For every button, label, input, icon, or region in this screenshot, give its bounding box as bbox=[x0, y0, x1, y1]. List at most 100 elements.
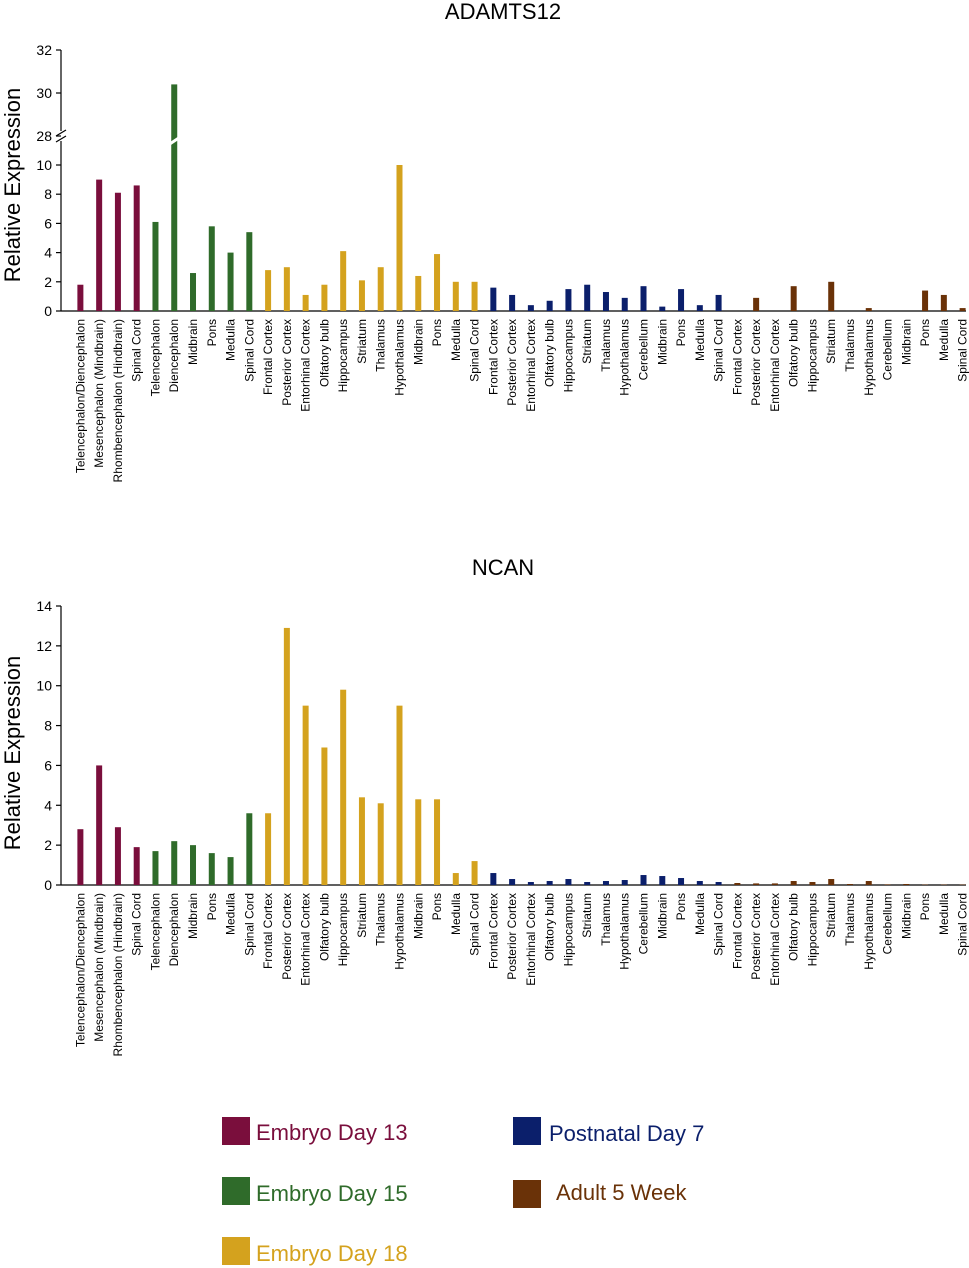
y-tick-label-0: 0 bbox=[44, 877, 52, 893]
bar-cerebellum-30 bbox=[640, 286, 647, 311]
x-tick-label-pons: Pons bbox=[205, 893, 219, 920]
bar-mesencephalon-mindbrain-1 bbox=[96, 179, 103, 311]
x-tick-label-telencephalon-diencephalon: Telencephalon/Diencephalon bbox=[73, 893, 87, 1047]
legend-label-embryo-day-15: Embryo Day 15 bbox=[256, 1181, 408, 1206]
bar-posterior-cortex-23 bbox=[509, 294, 516, 311]
bar-cerebellum-43 bbox=[884, 884, 891, 885]
bar-thalamus-28 bbox=[602, 292, 609, 311]
x-tick-label-spinal-cord: Spinal Cord bbox=[468, 893, 482, 956]
bar-diencephalon-5 bbox=[171, 841, 178, 885]
bar-midbrain-18 bbox=[415, 799, 422, 885]
x-tick-label-pons: Pons bbox=[674, 893, 688, 920]
bar-posterior-cortex-11 bbox=[283, 267, 290, 311]
bar-thalamus-41 bbox=[846, 884, 853, 885]
x-tick-label-olfatory-bulb: Olfatory bulb bbox=[787, 893, 801, 961]
y-tick-label-0: 0 bbox=[44, 303, 52, 319]
bar-thalamus-16 bbox=[377, 803, 384, 885]
x-tick-label-frontal-cortex: Frontal Cortex bbox=[486, 893, 500, 969]
bar-olfatory-bulb-38 bbox=[790, 881, 797, 885]
x-tick-label-posterior-cortex: Posterior Cortex bbox=[749, 893, 763, 980]
x-tick-label-medulla: Medulla bbox=[224, 893, 238, 935]
x-tick-label-olfatory-bulb: Olfatory bulb bbox=[317, 319, 331, 387]
x-tick-label-telencephalon: Telencephalon bbox=[148, 319, 162, 396]
y-tick-label-4: 4 bbox=[44, 245, 52, 261]
bar-medulla-8 bbox=[227, 252, 234, 311]
x-tick-label-hippocampus: Hippocampus bbox=[561, 319, 575, 392]
bar-rhombencephalon-hindbrain-2 bbox=[114, 827, 121, 885]
x-tick-label-frontal-cortex: Frontal Cortex bbox=[261, 319, 275, 395]
x-tick-label-olfatory-bulb: Olfatory bulb bbox=[543, 893, 557, 961]
x-tick-label-cerebellum: Cerebellum bbox=[881, 319, 895, 380]
adamts12-chart: ADAMTS12 Relative Expression 0 2 4 6 8 10 28 30… bbox=[0, 0, 969, 482]
legend: Embryo Day 13 Embryo Day 15 Embryo Day 1… bbox=[222, 1117, 704, 1266]
bar-medulla-33 bbox=[696, 881, 703, 885]
y-tick-label-8: 8 bbox=[44, 186, 52, 202]
bar-medulla-20 bbox=[452, 873, 459, 885]
bar-mesencephalon-mindbrain-1 bbox=[96, 765, 103, 885]
bar-telencephalon-diencephalon-0 bbox=[77, 284, 84, 311]
y-tick-label-28: 28 bbox=[36, 128, 52, 144]
x-tick-label-frontal-cortex: Frontal Cortex bbox=[486, 319, 500, 395]
bar-pons-7 bbox=[208, 853, 215, 885]
x-tick-label-posterior-cortex: Posterior Cortex bbox=[505, 319, 519, 406]
x-tick-label-entorhinal-cortex: Entorhinal Cortex bbox=[299, 893, 313, 986]
x-tick-label-striatum: Striatum bbox=[580, 319, 594, 364]
ncan-chart: NCAN Relative Expression 0 2 4 6 8 10 12 14 Tel… bbox=[0, 555, 969, 1056]
adamts12-title: ADAMTS12 bbox=[445, 0, 561, 24]
bar-thalamus-28 bbox=[602, 881, 609, 885]
bar-pons-32 bbox=[678, 878, 685, 885]
bar-midbrain-31 bbox=[659, 306, 666, 311]
x-tick-label-telencephalon: Telencephalon bbox=[148, 893, 162, 970]
x-tick-label-posterior-cortex: Posterior Cortex bbox=[505, 893, 519, 980]
legend-swatch-embryo-day-15 bbox=[222, 1177, 250, 1205]
x-tick-label-midbrain: Midbrain bbox=[411, 319, 425, 365]
x-tick-label-cerebellum: Cerebellum bbox=[637, 319, 651, 380]
axis-break-mark bbox=[55, 129, 67, 137]
bar-medulla-33 bbox=[696, 305, 703, 311]
bar-striatum-27 bbox=[584, 882, 591, 885]
bar-spinal-cord-3 bbox=[133, 185, 140, 311]
bar-hypothalamus-29 bbox=[621, 297, 628, 311]
adamts12-bars bbox=[77, 84, 966, 312]
y-tick-label-8: 8 bbox=[44, 718, 52, 734]
bar-hippocampus-14 bbox=[340, 689, 347, 885]
bar-hippocampus-26 bbox=[565, 289, 572, 311]
x-tick-label-entorhinal-cortex: Entorhinal Cortex bbox=[768, 319, 782, 412]
x-tick-label-thalamus: Thalamus bbox=[374, 319, 388, 372]
x-tick-label-cerebellum: Cerebellum bbox=[881, 893, 895, 954]
x-tick-label-midbrain: Midbrain bbox=[899, 893, 913, 939]
bar-pons-45 bbox=[922, 290, 929, 311]
bar-diencephalon-5 bbox=[171, 84, 178, 312]
x-tick-label-pons: Pons bbox=[430, 893, 444, 920]
x-tick-label-medulla: Medulla bbox=[449, 893, 463, 935]
x-tick-label-striatum: Striatum bbox=[355, 893, 369, 938]
bar-olfatory-bulb-13 bbox=[321, 747, 328, 885]
bar-spinal-cord-34 bbox=[715, 882, 722, 885]
x-tick-label-hippocampus: Hippocampus bbox=[561, 893, 575, 966]
x-tick-label-medulla: Medulla bbox=[224, 319, 238, 361]
bar-midbrain-44 bbox=[903, 884, 910, 885]
x-tick-label-midbrain: Midbrain bbox=[655, 319, 669, 365]
legend-swatch-embryo-day-13 bbox=[222, 1117, 250, 1145]
x-tick-label-entorhinal-cortex: Entorhinal Cortex bbox=[524, 893, 538, 986]
x-tick-label-diencephalon: Diencephalon bbox=[167, 319, 181, 392]
x-tick-label-telencephalon-diencephalon: Telencephalon/Diencephalon bbox=[73, 319, 87, 473]
x-tick-label-hypothalamus: Hypothalamus bbox=[392, 893, 406, 970]
x-tick-label-olfatory-bulb: Olfatory bulb bbox=[543, 319, 557, 387]
x-tick-label-posterior-cortex: Posterior Cortex bbox=[280, 319, 294, 406]
y-tick-label-10: 10 bbox=[36, 678, 52, 694]
bar-break-mark bbox=[167, 135, 182, 147]
x-tick-label-spinal-cord: Spinal Cord bbox=[130, 893, 144, 956]
bar-entorhinal-cortex-24 bbox=[527, 882, 534, 885]
bar-entorhinal-cortex-37 bbox=[771, 883, 778, 885]
bar-striatum-15 bbox=[358, 280, 365, 311]
x-tick-label-spinal-cord: Spinal Cord bbox=[468, 319, 482, 382]
x-tick-label-frontal-cortex: Frontal Cortex bbox=[730, 893, 744, 969]
bar-pons-32 bbox=[678, 289, 685, 311]
bar-hypothalamus-42 bbox=[865, 881, 872, 885]
x-tick-label-rhombencephalon-hindbrain: Rhombencephalon (Hindbrain) bbox=[111, 893, 125, 1056]
bar-spinal-cord-9 bbox=[246, 813, 253, 885]
bar-frontal-cortex-22 bbox=[490, 287, 497, 311]
x-tick-label-spinal-cord: Spinal Cord bbox=[130, 319, 144, 382]
legend-label-postnatal-day-7: Postnatal Day 7 bbox=[549, 1121, 704, 1146]
